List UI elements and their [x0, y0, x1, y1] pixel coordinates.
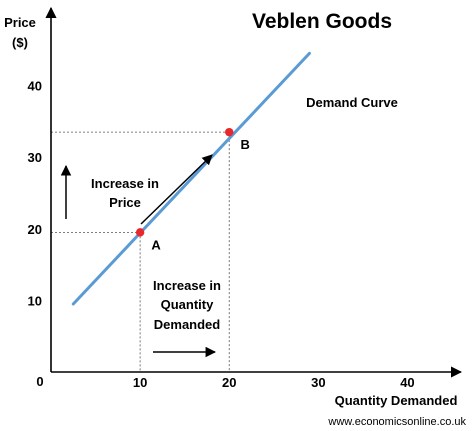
price-increase-label-line-1: Increase in: [91, 176, 159, 191]
y-axis-label-line-1: Price: [4, 15, 36, 30]
x-tick-label: 20: [222, 375, 236, 390]
chart-title: Veblen Goods: [252, 10, 392, 33]
x-tick-label: 10: [133, 375, 147, 390]
y-tick-label: 20: [28, 222, 42, 237]
points-layer: AB: [135, 127, 250, 252]
series-layer: [71, 51, 311, 306]
y-axis-label-line-2: ($): [12, 35, 28, 50]
movement-arrow: [140, 154, 213, 225]
demand-curve-line: [71, 51, 311, 306]
quantity-increase-label-line-1: Increase in: [153, 278, 221, 293]
point-b-marker: [225, 127, 234, 137]
y-tick-labels: 10 20 30 40: [28, 79, 42, 309]
y-tick-label: 30: [28, 150, 42, 165]
x-tick-label: 40: [400, 375, 414, 390]
x-tick-labels: 10 20 30 40: [133, 375, 415, 390]
guide-lines: [51, 131, 230, 372]
price-increase-label-line-2: Price: [109, 195, 141, 210]
point-b-label: B: [241, 137, 250, 152]
point-a-marker: [135, 228, 145, 237]
point-a-label: A: [151, 237, 161, 252]
quantity-increase-label-line-3: Demanded: [154, 317, 221, 332]
series-label: Demand Curve: [306, 95, 398, 110]
y-tick-label: 40: [28, 79, 42, 94]
quantity-increase-label-line-2: Quantity: [161, 297, 214, 312]
x-axis-label: Quantity Demanded: [335, 393, 458, 408]
source-url: www.economicsonline.co.uk: [327, 416, 466, 428]
y-tick-label: 10: [28, 293, 42, 308]
x-tick-label: 30: [311, 375, 325, 390]
origin-label: 0: [36, 374, 43, 389]
